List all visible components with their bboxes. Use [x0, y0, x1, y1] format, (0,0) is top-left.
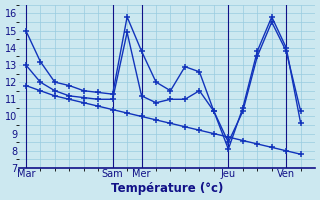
X-axis label: Température (°c): Température (°c) — [111, 182, 223, 195]
